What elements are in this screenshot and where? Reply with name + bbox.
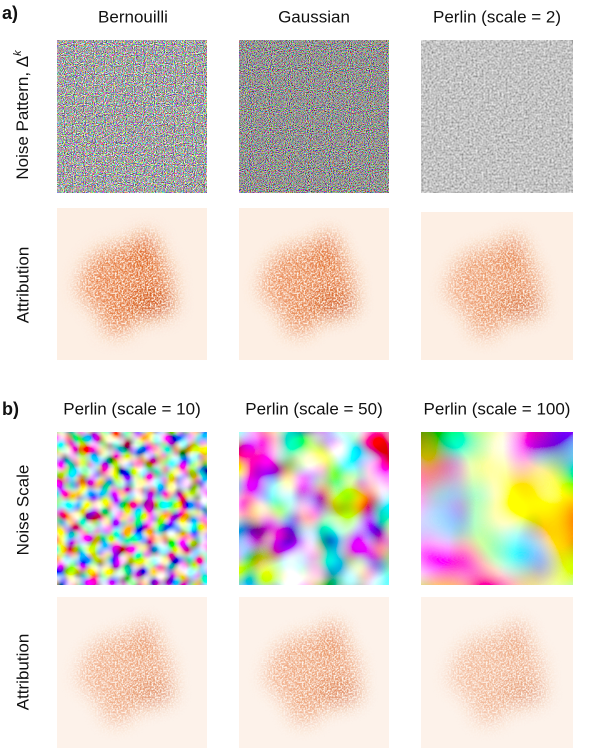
- row-label: Attribution: [13, 634, 32, 711]
- column-header: Bernouilli: [98, 7, 168, 26]
- figure: a) Bernouilli Gaussian Perlin (scale = 2…: [0, 0, 593, 748]
- column-header: Gaussian: [278, 7, 350, 26]
- attribution-image: [421, 597, 573, 748]
- attribution-image: [57, 208, 207, 360]
- noise-image: [57, 432, 207, 585]
- column-header: Perlin (scale = 100): [424, 399, 571, 418]
- page: a) Bernouilli Gaussian Perlin (scale = 2…: [0, 0, 593, 748]
- column-header: Perlin (scale = 10): [63, 399, 200, 418]
- noise-image: [421, 40, 573, 193]
- row-label-subscript: k: [12, 50, 24, 56]
- row-label: Noise Scale: [13, 465, 32, 556]
- column-header: Perlin (scale = 50): [245, 399, 382, 418]
- noise-image: [421, 432, 573, 585]
- attribution-image: [239, 208, 389, 360]
- row-label: Noise Pattern, Δk: [12, 50, 33, 180]
- attribution-image: [57, 597, 207, 748]
- noise-image: [57, 40, 207, 193]
- noise-image: [239, 432, 389, 585]
- column-header: Perlin (scale = 2): [433, 7, 561, 26]
- panel-label: a): [2, 3, 18, 23]
- attribution-image: [421, 212, 573, 360]
- row-label-text: Noise Pattern, Δ: [13, 56, 32, 180]
- row-label: Attribution: [13, 247, 32, 324]
- attribution-image: [239, 597, 389, 748]
- noise-image: [239, 40, 389, 193]
- panel-label: b): [2, 399, 19, 419]
